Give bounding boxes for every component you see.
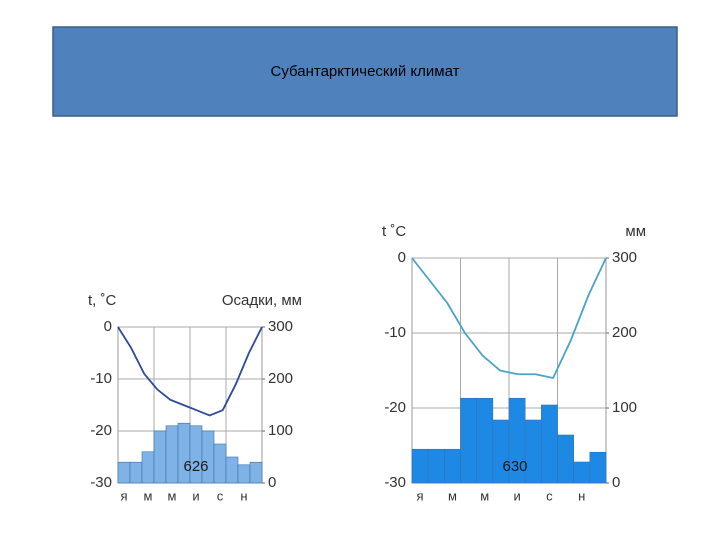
precip-bar <box>165 425 179 484</box>
precip-bar <box>524 419 542 484</box>
y2-axis-label: мм <box>625 223 646 240</box>
precip-bar <box>460 397 477 484</box>
y2-tick-label: 300 <box>268 318 293 335</box>
y-tick-label: -10 <box>90 370 112 387</box>
annotation: 630 <box>502 458 527 475</box>
precip-bar <box>249 461 263 484</box>
x-tick-label: н <box>240 488 247 503</box>
temperature-line <box>117 326 263 417</box>
precip-bar <box>541 404 558 484</box>
x-tick-label: и <box>513 488 520 503</box>
y-axis-label: t ˚C <box>382 223 406 240</box>
y2-tick-label: 100 <box>612 399 637 416</box>
y2-tick-label: 200 <box>612 324 637 341</box>
precip-bar <box>141 451 155 484</box>
y2-tick-label: 300 <box>612 249 637 266</box>
precip-bar <box>213 443 227 484</box>
x-tick-label: м <box>448 488 457 503</box>
precip-bar <box>225 456 239 484</box>
y2-axis-label: Осадки, мм <box>222 292 302 309</box>
precip-bar <box>427 448 445 484</box>
y-tick-label: -20 <box>384 399 406 416</box>
annotation: 626 <box>183 458 208 475</box>
y2-tick-label: 200 <box>268 370 293 387</box>
y-tick-label: -10 <box>384 324 406 341</box>
precip-bar <box>411 448 429 484</box>
y-tick-label: 0 <box>398 249 406 266</box>
x-tick-label: я <box>417 488 424 503</box>
precip-bar <box>237 464 251 484</box>
precip-bar <box>117 461 131 484</box>
x-tick-label: м <box>480 488 489 503</box>
precip-bar <box>476 397 494 484</box>
precip-bar <box>573 461 591 484</box>
x-tick-label: с <box>546 488 553 503</box>
precip-bar <box>444 448 461 484</box>
precip-bar <box>557 434 574 484</box>
precip-bar <box>129 461 143 484</box>
slide-title: Субантарктический климат <box>271 63 460 80</box>
x-tick-label: м <box>168 488 177 503</box>
precip-bar <box>589 451 607 484</box>
y-tick-label: -30 <box>384 474 406 491</box>
x-tick-label: м <box>144 488 153 503</box>
y2-tick-label: 0 <box>268 474 276 491</box>
y-tick-label: -20 <box>90 422 112 439</box>
title-box <box>52 26 678 117</box>
y-tick-label: -30 <box>90 474 112 491</box>
x-tick-label: с <box>217 488 224 503</box>
precip-bar <box>153 430 167 484</box>
temperature-line <box>411 257 607 380</box>
y-tick-label: 0 <box>104 318 112 335</box>
x-tick-label: н <box>578 488 585 503</box>
y-axis-label: t, ˚C <box>88 292 116 309</box>
x-tick-label: я <box>120 488 127 503</box>
y2-tick-label: 0 <box>612 474 620 491</box>
x-tick-label: и <box>192 488 199 503</box>
y2-tick-label: 100 <box>268 422 293 439</box>
